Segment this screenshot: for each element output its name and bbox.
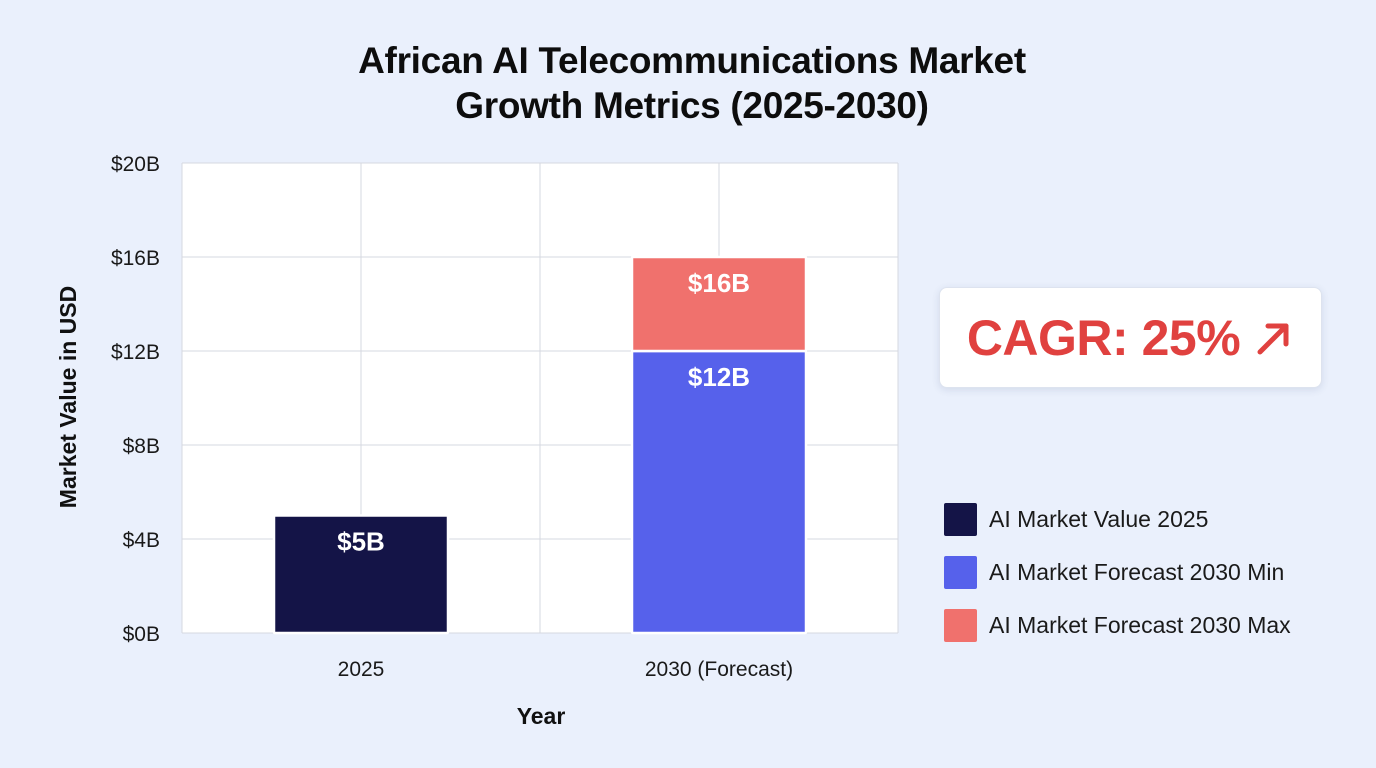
bar-data-labels: $5B $12B $16B xyxy=(337,268,750,557)
chart-legend: AI Market Value 2025 AI Market Forecast … xyxy=(944,502,1291,661)
bar-data-label: $5B xyxy=(337,527,385,557)
x-tick-label: 2030 (Forecast) xyxy=(645,658,793,681)
bar-data-label: $12B xyxy=(688,362,750,392)
y-axis-label: Market Value in USD xyxy=(55,286,81,508)
arrow-up-right-icon xyxy=(1254,318,1294,358)
chart-title-line-1: African AI Telecommunications Market xyxy=(358,40,1026,81)
y-tick-label: $8B xyxy=(123,435,160,458)
legend-label: AI Market Value 2025 xyxy=(989,505,1209,532)
bar xyxy=(630,255,808,353)
bar xyxy=(272,514,450,635)
legend-item: AI Market Value 2025 xyxy=(944,502,1291,536)
legend-swatch xyxy=(944,555,977,589)
x-axis-label: Year xyxy=(517,703,566,729)
legend-swatch xyxy=(944,502,977,536)
chart-title-line-2: Growth Metrics (2025-2030) xyxy=(455,85,929,126)
y-tick-label: $4B xyxy=(123,529,160,552)
y-tick-label: $20B xyxy=(111,153,160,176)
cagr-callout: CAGR: 25% xyxy=(939,287,1322,388)
legend-label: AI Market Forecast 2030 Min xyxy=(989,558,1285,585)
cagr-text: CAGR: 25% xyxy=(966,309,1241,366)
bars xyxy=(272,255,808,635)
axis-ticks: $0B $4B $8B $12B $16B $20B 2025 2030 (Forecast) xyxy=(111,153,793,681)
y-tick-label: $16B xyxy=(111,247,160,270)
chart-title: African AI Telecommunications Market Gro… xyxy=(0,38,1376,128)
bar xyxy=(630,349,808,635)
y-tick-label: $0B xyxy=(123,623,160,646)
legend-item: AI Market Forecast 2030 Max xyxy=(944,608,1291,642)
y-tick-label: $12B xyxy=(111,341,160,364)
bar-data-label: $16B xyxy=(688,268,750,298)
legend-swatch xyxy=(944,608,977,642)
x-tick-label: 2025 xyxy=(338,658,385,681)
legend-label: AI Market Forecast 2030 Max xyxy=(989,611,1291,638)
legend-item: AI Market Forecast 2030 Min xyxy=(944,555,1291,589)
